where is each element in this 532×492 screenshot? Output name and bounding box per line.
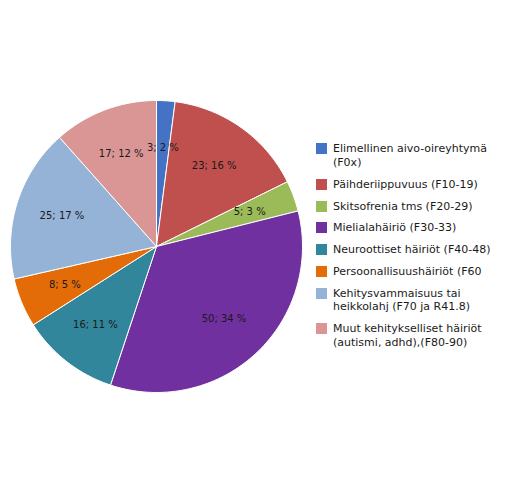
- html-text:Skitsofrenia tms (F20-29): Skitsofrenia tms (F20-29): [333, 199, 473, 213]
- html-text:Päihderiippuvuus (F10-19): Päihderiippuvuus (F10-19): [333, 177, 478, 191]
- svg-text:3; 2 %: 3; 2 %: [147, 142, 179, 153]
- svg-text:25; 17 %: 25; 17 %: [40, 210, 85, 221]
- html-text:Elimellinen aivo-oireyhtymä (F: Elimellinen aivo-oireyhtymä (F0x): [333, 142, 487, 170]
- html-text:Kehitysvammaisuus tai heikkola: Kehitysvammaisuus tai heikkolahj (F70 ja…: [333, 286, 470, 314]
- html-text:Neuroottiset häiriöt (F40-48): Neuroottiset häiriöt (F40-48): [333, 243, 491, 257]
- svg-text:5; 3 %: 5; 3 %: [234, 206, 266, 217]
- svg-text:16; 11 %: 16; 11 %: [73, 319, 118, 330]
- html-text:Persoonallisuushäiriöt (F60: Persoonallisuushäiriöt (F60: [333, 264, 482, 278]
- svg-text:23; 16 %: 23; 16 %: [192, 160, 237, 171]
- svg-text:50; 34 %: 50; 34 %: [202, 313, 247, 324]
- html-text:Mielialahäiriö (F30-33): Mielialahäiriö (F30-33): [333, 221, 457, 235]
- html-text:Muut kehitykselliset häiriöt (: Muut kehitykselliset häiriöt (autismi, a…: [333, 322, 482, 349]
- svg-text:8; 5 %: 8; 5 %: [49, 279, 81, 290]
- svg-text:17; 12 %: 17; 12 %: [99, 148, 144, 159]
